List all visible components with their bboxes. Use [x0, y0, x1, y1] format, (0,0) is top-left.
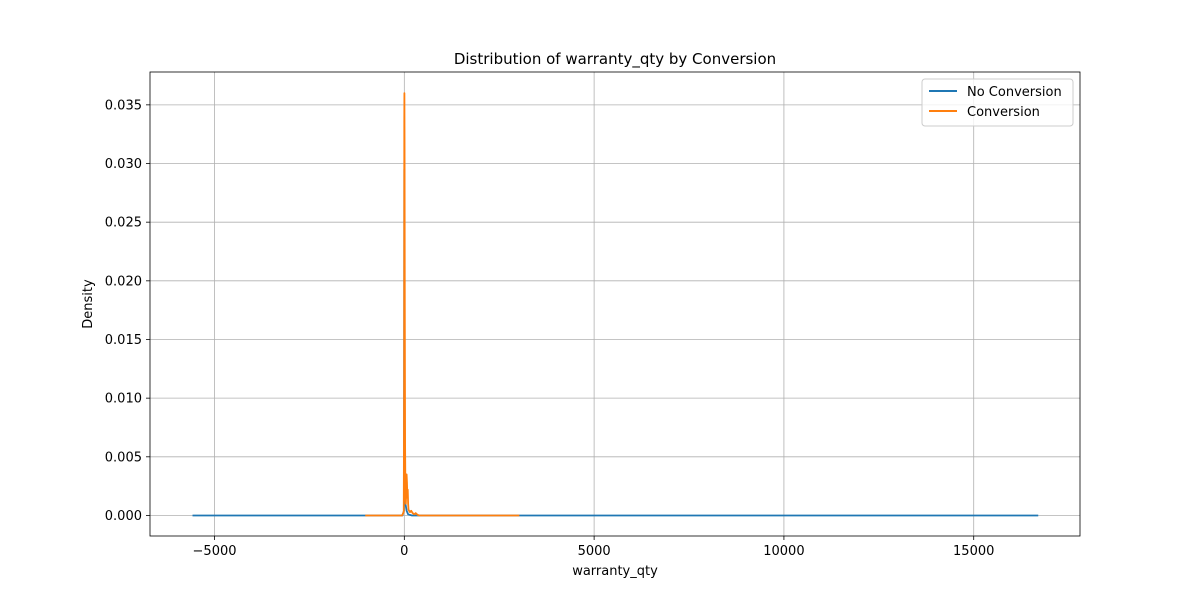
x-tick-label: −5000: [193, 544, 237, 559]
x-tick-label: 15000: [953, 544, 994, 559]
plot-area: [150, 72, 1080, 536]
y-tick-label: 0.005: [105, 450, 142, 465]
x-axis-label: warranty_qty: [572, 564, 658, 579]
legend-label-conversion: Conversion: [967, 105, 1040, 120]
grid: [150, 72, 1080, 536]
series-lines: [192, 92, 1039, 517]
y-tick-label: 0.020: [105, 274, 142, 289]
y-tick-label: 0.025: [105, 216, 142, 231]
y-tick-label: 0.010: [105, 392, 142, 407]
chart-title: Distribution of warranty_qty by Conversi…: [454, 50, 776, 69]
y-axis-label: Density: [81, 279, 96, 329]
y-tick-label: 0.035: [105, 98, 142, 113]
y-tick-label: 0.000: [105, 509, 142, 524]
legend: No Conversion Conversion: [921, 78, 1074, 127]
y-axis-ticks: 0.000 0.005 0.010 0.015 0.020 0.025 0.030 0.035: [105, 98, 150, 524]
legend-label-no-conversion: No Conversion: [967, 85, 1062, 100]
series-line-conversion: [365, 92, 520, 517]
x-tick-label: 5000: [578, 544, 611, 559]
plot-frame: [149, 71, 1081, 537]
x-tick-label: 10000: [763, 544, 804, 559]
x-tick-label: 0: [400, 544, 408, 559]
y-tick-label: 0.015: [105, 333, 142, 348]
y-tick-label: 0.030: [105, 157, 142, 172]
x-axis-ticks: −5000 0 5000 10000 15000: [193, 536, 994, 559]
legend-box: [921, 78, 1074, 127]
